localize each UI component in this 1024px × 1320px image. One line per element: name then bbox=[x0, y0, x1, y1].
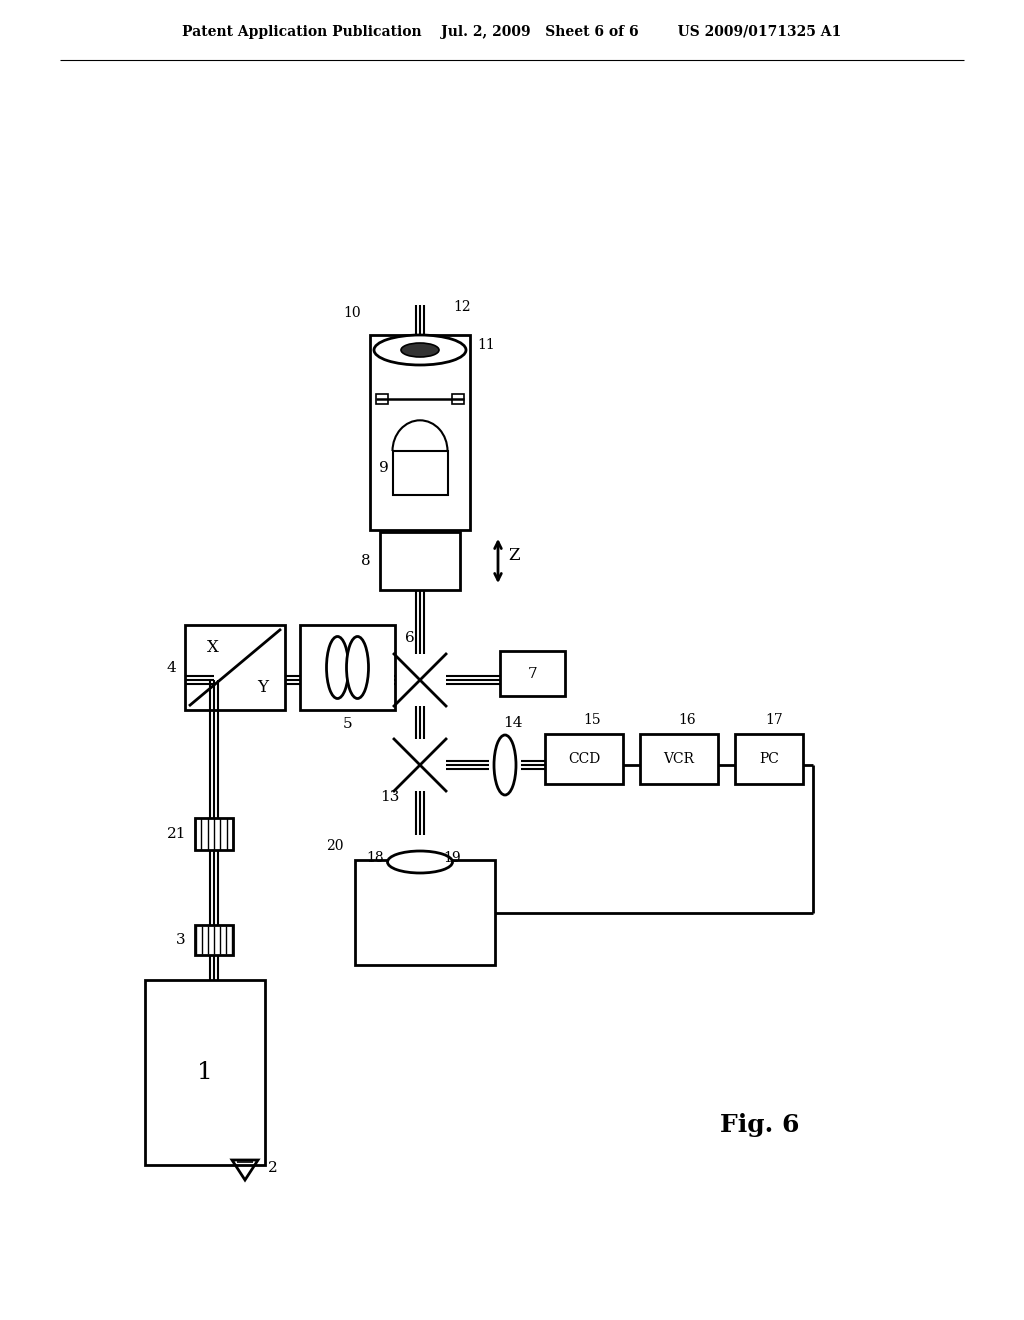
Text: X: X bbox=[207, 639, 219, 656]
Ellipse shape bbox=[494, 735, 516, 795]
Text: 4: 4 bbox=[166, 660, 176, 675]
Text: 1: 1 bbox=[198, 1061, 213, 1084]
Text: VCR: VCR bbox=[664, 752, 694, 766]
Text: 5: 5 bbox=[343, 717, 352, 731]
Text: 12: 12 bbox=[454, 300, 471, 314]
Text: 10: 10 bbox=[343, 306, 360, 319]
Text: Y: Y bbox=[257, 680, 268, 697]
Ellipse shape bbox=[401, 343, 439, 356]
Ellipse shape bbox=[387, 851, 453, 873]
Bar bbox=[735, 734, 803, 784]
Text: 13: 13 bbox=[380, 789, 399, 804]
Bar bbox=[452, 395, 464, 404]
Ellipse shape bbox=[327, 636, 348, 698]
Text: 18: 18 bbox=[367, 851, 384, 865]
Bar bbox=[145, 979, 265, 1166]
Text: 9: 9 bbox=[379, 461, 389, 475]
Bar bbox=[640, 734, 718, 784]
Bar bbox=[376, 395, 388, 404]
Text: 16: 16 bbox=[678, 713, 696, 727]
Bar bbox=[370, 335, 470, 531]
Ellipse shape bbox=[346, 636, 369, 698]
Text: 11: 11 bbox=[477, 338, 495, 352]
Bar bbox=[195, 818, 233, 850]
Bar bbox=[500, 651, 565, 696]
Text: 8: 8 bbox=[361, 554, 371, 568]
Bar bbox=[185, 624, 285, 710]
Text: Patent Application Publication    Jul. 2, 2009   Sheet 6 of 6        US 2009/017: Patent Application Publication Jul. 2, 2… bbox=[182, 25, 842, 40]
Bar bbox=[195, 925, 233, 954]
Bar bbox=[392, 451, 447, 495]
Text: 20: 20 bbox=[327, 840, 344, 853]
Ellipse shape bbox=[374, 335, 466, 366]
Text: 15: 15 bbox=[584, 713, 601, 727]
Bar bbox=[545, 734, 623, 784]
Text: 19: 19 bbox=[443, 851, 461, 865]
Text: CCD: CCD bbox=[568, 752, 600, 766]
Text: 21: 21 bbox=[167, 828, 186, 841]
Text: 17: 17 bbox=[765, 713, 783, 727]
Text: Fig. 6: Fig. 6 bbox=[720, 1113, 800, 1137]
Text: Z: Z bbox=[508, 548, 520, 565]
Text: 3: 3 bbox=[176, 933, 185, 946]
Bar bbox=[300, 624, 395, 710]
Text: PC: PC bbox=[759, 752, 779, 766]
Bar bbox=[355, 861, 495, 965]
Text: 6: 6 bbox=[406, 631, 415, 645]
Bar bbox=[380, 532, 460, 590]
Text: 2: 2 bbox=[268, 1162, 278, 1175]
Text: 14: 14 bbox=[503, 715, 522, 730]
Text: 7: 7 bbox=[527, 667, 538, 681]
